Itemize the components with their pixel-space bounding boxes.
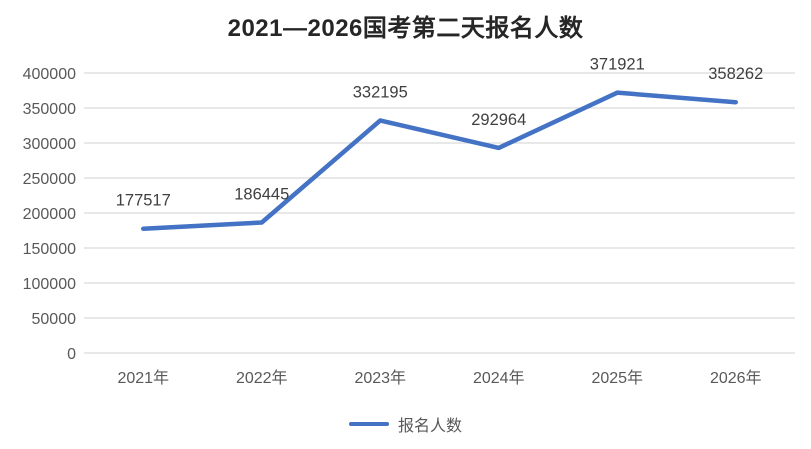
x-tick-label: 2022年 (236, 369, 288, 387)
y-tick-label: 250000 (23, 171, 76, 188)
chart-title: 2021—2026国考第二天报名人数 (227, 15, 584, 42)
y-tick-label: 300000 (23, 136, 76, 153)
x-tick-label: 2026年 (710, 369, 762, 387)
x-tick-label: 2024年 (473, 369, 525, 387)
data-label: 292964 (471, 111, 526, 129)
x-tick-label: 2025年 (591, 369, 643, 387)
legend-line-swatch (348, 422, 389, 426)
data-label: 332195 (353, 83, 408, 101)
y-tick-label: 50000 (32, 311, 77, 328)
y-tick-label: 150000 (23, 241, 76, 258)
y-tick-label: 350000 (23, 101, 76, 118)
y-tick-label: 200000 (23, 206, 76, 223)
data-label: 358262 (708, 65, 763, 83)
data-label: 186445 (234, 185, 289, 203)
data-label: 177517 (116, 192, 171, 210)
data-label: 371921 (590, 56, 645, 74)
x-tick-label: 2023年 (354, 369, 406, 387)
x-tick-label: 2021年 (117, 369, 169, 387)
legend-item: 报名人数 (348, 412, 462, 436)
y-tick-label: 100000 (23, 276, 76, 293)
series-line (141, 90, 738, 231)
legend: 报名人数 (0, 412, 811, 436)
legend-label: 报名人数 (397, 418, 462, 435)
y-tick-label: 0 (67, 346, 76, 363)
y-tick-label: 400000 (23, 66, 76, 83)
